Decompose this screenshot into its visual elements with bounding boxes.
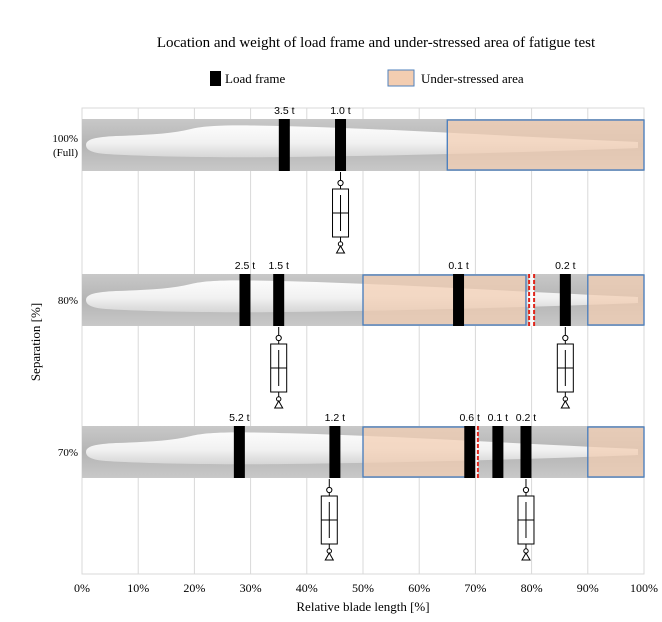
under-stressed-area <box>587 274 645 326</box>
under-stressed-area <box>446 119 645 171</box>
actuator-joint <box>326 486 333 494</box>
actuator <box>556 327 574 409</box>
blade-row: 3.5 t 1.0 t <box>82 105 645 254</box>
actuator-base <box>324 551 335 561</box>
legend: Load frame Under-stressed area <box>210 69 524 87</box>
x-tick-label: 0% <box>74 581 90 595</box>
x-tick-label: 10% <box>127 581 149 595</box>
x-tick-label: 30% <box>240 581 262 595</box>
load-frame-weight-label: 0.1 t <box>448 260 469 272</box>
load-frame-weight-label: 1.0 t <box>330 105 351 117</box>
chart-title: Location and weight of load frame and un… <box>157 35 596 51</box>
load-frame-weight-label: 0.1 t <box>488 412 509 424</box>
x-tick-label: 50% <box>352 581 374 595</box>
x-tick-label: 60% <box>408 581 430 595</box>
x-tick-label: 70% <box>464 581 486 595</box>
load-frame-bar <box>520 426 532 478</box>
x-tick-label: 90% <box>577 581 599 595</box>
legend-swatch-under-stressed <box>387 69 415 87</box>
actuator-base <box>273 399 284 409</box>
load-frame-weight-label: 1.5 t <box>268 260 289 272</box>
row-label: 70% <box>58 447 78 459</box>
load-frame-bar <box>329 426 341 478</box>
load-frame-bar <box>273 274 285 326</box>
x-tick-label: 40% <box>296 581 318 595</box>
load-frame-weight-label: 0.2 t <box>516 412 537 424</box>
under-stressed-area <box>587 426 645 478</box>
actuator-base <box>521 551 531 561</box>
x-tick-label: 100% <box>630 581 658 595</box>
load-frame-bar <box>239 274 251 326</box>
load-frame-weight-label: 3.5 t <box>274 105 295 117</box>
blade-row: 2.5 t 1.5 t 0.1 t 0.2 t <box>82 260 645 409</box>
actuator-base <box>560 399 571 409</box>
x-ticks: 0% 10% 20% 30% 40% 50% 60% 70% 80% 90% 100% <box>74 581 658 595</box>
actuator-base <box>335 244 346 254</box>
grid <box>81 108 645 574</box>
actuator-joint <box>522 486 530 494</box>
actuator <box>517 479 535 561</box>
load-frame-bar <box>464 426 476 478</box>
actuator-joint <box>337 179 344 187</box>
load-frame-bar <box>233 426 245 478</box>
blade-row: 5.2 t 1.2 t 0.6 t 0.1 t 0.2 t <box>82 412 645 561</box>
load-frame-bar <box>278 119 290 171</box>
x-tick-label: 20% <box>183 581 205 595</box>
load-frame-weight-label: 5.2 t <box>229 412 250 424</box>
row-label: 80% <box>58 295 78 307</box>
load-frame-weight-label: 0.6 t <box>460 412 481 424</box>
row-label: (Full) <box>53 147 78 159</box>
actuator <box>332 172 350 254</box>
under-stressed-area <box>362 274 527 326</box>
row-label: 100% <box>52 133 78 145</box>
load-frame-bar <box>335 119 347 171</box>
actuator-joint <box>562 334 569 342</box>
under-stressed-area <box>362 426 477 478</box>
load-frame-weight-label: 1.2 t <box>325 412 346 424</box>
actuator-joint <box>275 334 282 342</box>
load-frame-weight-label: 2.5 t <box>235 260 256 272</box>
x-axis-label: Relative blade length [%] <box>296 599 429 614</box>
separation-gap <box>529 274 535 326</box>
load-frame-bar <box>492 426 504 478</box>
separation-gap <box>472 426 478 478</box>
rows: 3.5 t 1.0 t 100% (Full) 2.5 t 1.5 t 0.1 t 0.2 t… <box>52 105 645 561</box>
actuator <box>270 327 288 409</box>
load-frame-bar <box>559 274 571 326</box>
load-frame-bar <box>453 274 465 326</box>
actuator <box>320 479 338 561</box>
load-frame-weight-label: 0.2 t <box>555 260 576 272</box>
x-tick-label: 80% <box>521 581 543 595</box>
legend-label-under-stressed: Under-stressed area <box>421 71 524 86</box>
legend-label-load-frame: Load frame <box>225 71 286 86</box>
legend-swatch-load-frame <box>210 71 221 86</box>
y-axis-label: Separation [%] <box>28 303 43 381</box>
